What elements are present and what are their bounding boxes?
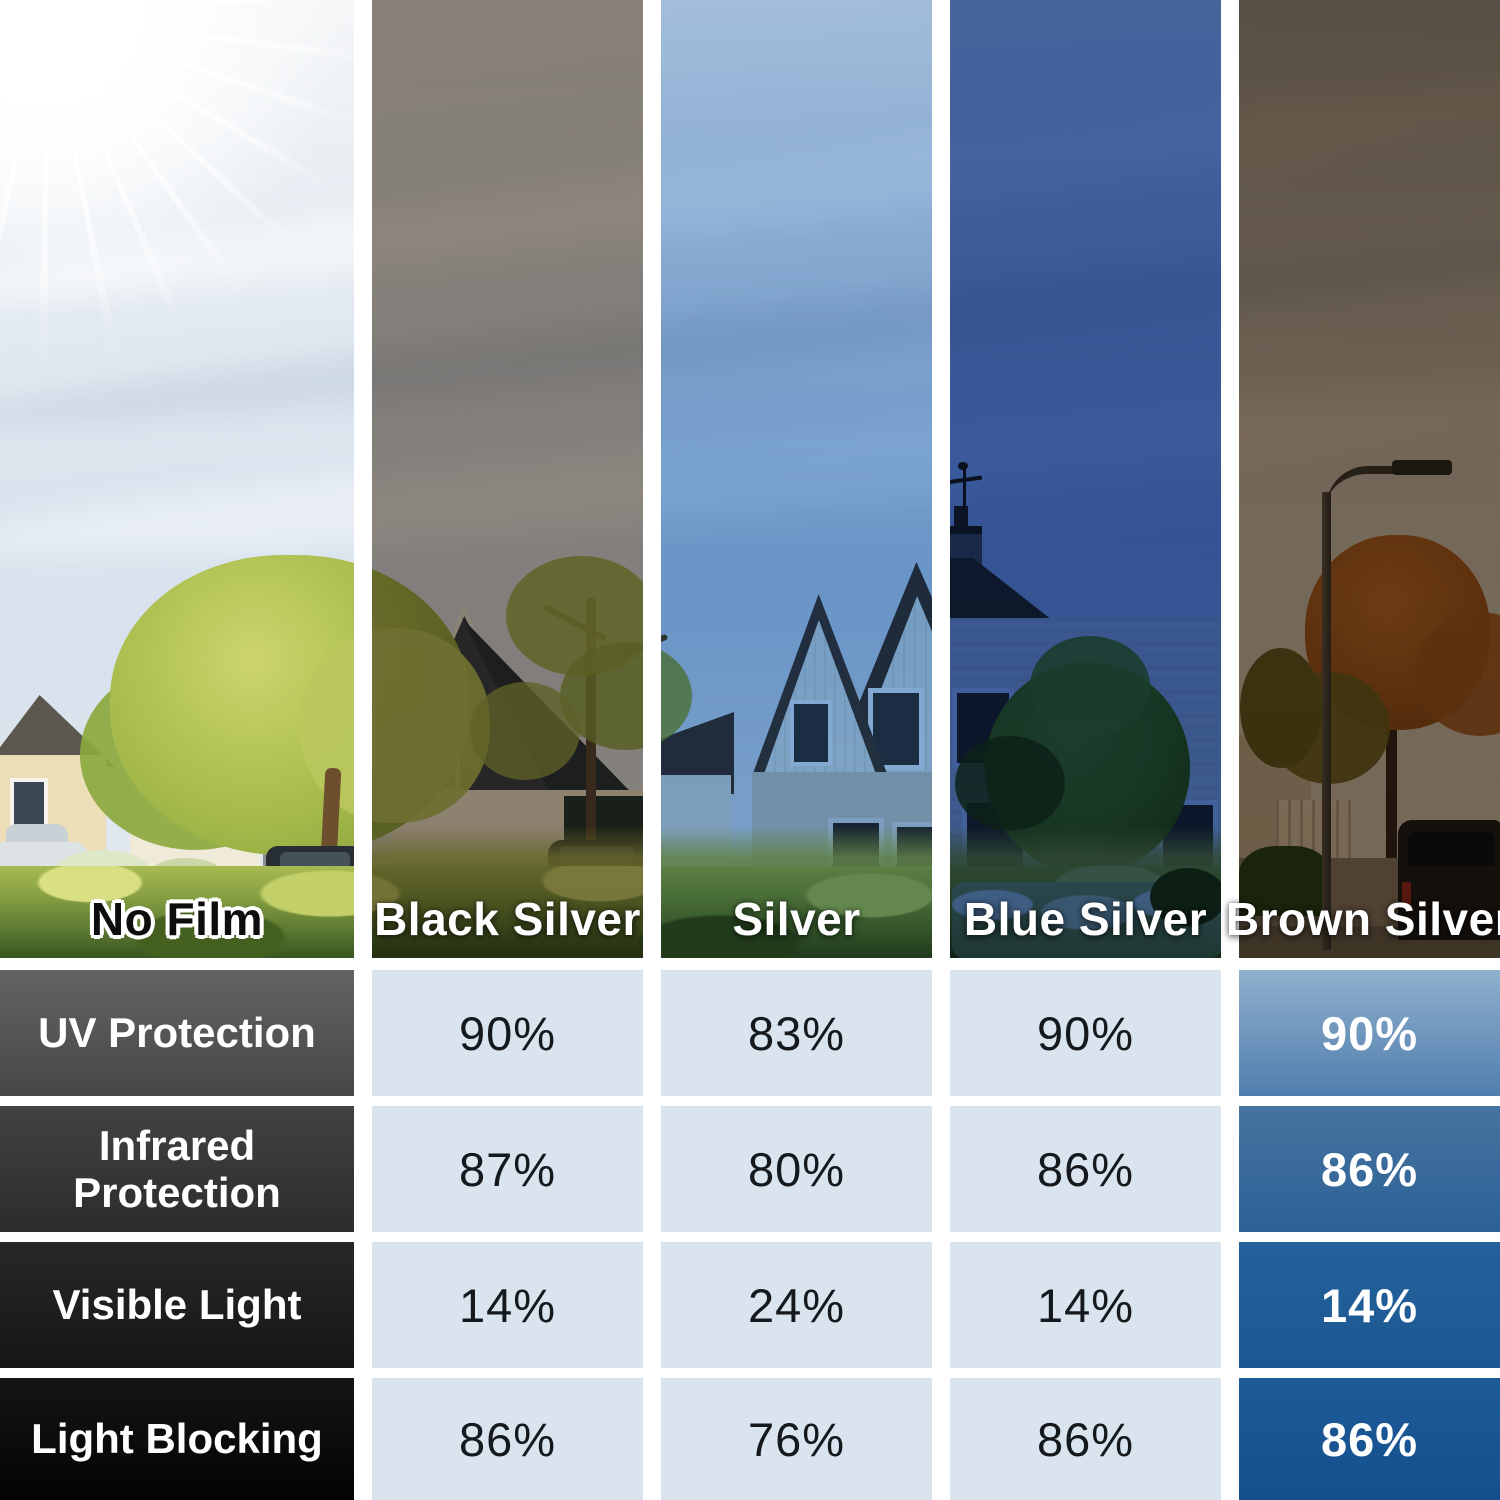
row-label-uv-protection: UV Protection — [0, 970, 354, 1096]
value-cell: 14% — [372, 1242, 643, 1368]
film-panel-silver — [661, 0, 932, 958]
panel-divider — [932, 0, 950, 958]
value-cell-highlighted: 14% — [1239, 1242, 1500, 1368]
value-cell: 14% — [950, 1242, 1221, 1368]
value-cell-highlighted: 90% — [1239, 970, 1500, 1096]
panel-label-silver: Silver — [732, 893, 861, 945]
row-label-visible-light: Visible Light — [0, 1242, 354, 1368]
panel-divider — [354, 0, 372, 958]
value-cell: 86% — [372, 1378, 643, 1500]
panel-label-brown-silver: Brown Silver — [1225, 893, 1500, 945]
value-cell: 86% — [950, 1106, 1221, 1232]
panel-label-black-silver: Black Silver — [374, 893, 641, 945]
value-cell: 24% — [661, 1242, 932, 1368]
photo-strip: No Film Black Silver Silver Blue Silver … — [0, 0, 1500, 958]
panel-divider — [643, 0, 661, 958]
value-cell: 80% — [661, 1106, 932, 1232]
panel-label-no-film: No Film — [90, 893, 264, 945]
row-label-infrared-protection: Infrared Protection — [0, 1106, 354, 1232]
value-cell-highlighted: 86% — [1239, 1106, 1500, 1232]
value-cell: 87% — [372, 1106, 643, 1232]
value-cell: 90% — [372, 970, 643, 1096]
panel-label-blue-silver: Blue Silver — [963, 893, 1208, 945]
panel-divider — [1221, 0, 1239, 958]
film-panel-blue-silver — [950, 0, 1221, 958]
value-cell: 83% — [661, 970, 932, 1096]
value-cell: 86% — [950, 1378, 1221, 1500]
value-cell: 76% — [661, 1378, 932, 1500]
value-cell: 90% — [950, 970, 1221, 1096]
row-label-light-blocking: Light Blocking — [0, 1378, 354, 1500]
sign-post — [263, 824, 267, 888]
film-panel-black-silver — [372, 0, 643, 958]
value-cell-highlighted: 86% — [1239, 1378, 1500, 1500]
car-window — [280, 852, 350, 870]
film-panel-brown-silver — [1239, 0, 1500, 958]
